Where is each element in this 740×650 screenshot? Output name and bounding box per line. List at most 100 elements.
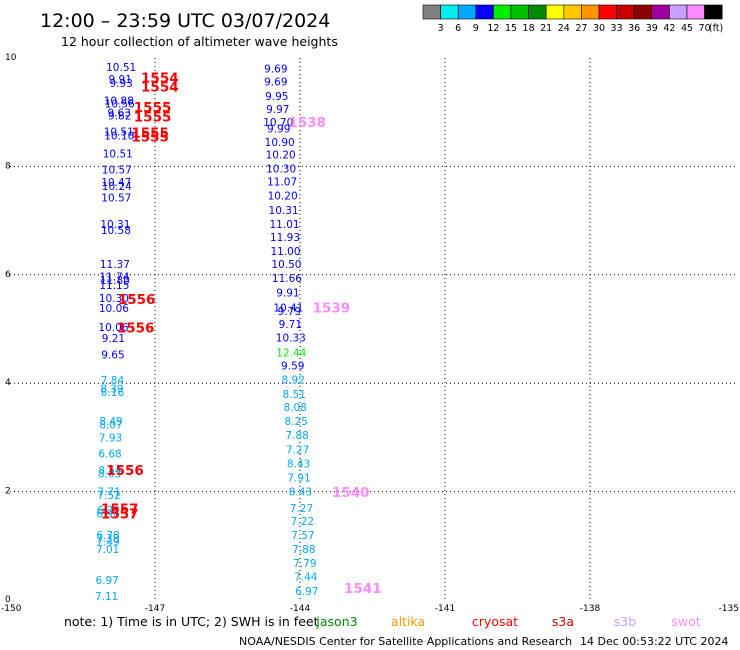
- orbit-number-label: 1555: [134, 100, 172, 116]
- y-tick-label: 6: [5, 270, 11, 280]
- swh-value-label: 7.71: [97, 487, 120, 499]
- colorbar-label: 24: [558, 23, 570, 34]
- x-tick-label: -141: [435, 604, 455, 614]
- colorbar-swatch: [669, 4, 688, 20]
- colorbar-swatch: [563, 4, 582, 20]
- orbit-number-label: 1541: [344, 581, 382, 597]
- swh-value-label: 10.47: [101, 177, 131, 189]
- satellite-legend-jason3: jason3: [315, 614, 357, 629]
- swh-value-label: 10.57: [102, 165, 132, 177]
- swh-value-label: 10.51: [106, 62, 136, 74]
- colorbar-swatch: [457, 4, 477, 20]
- swh-value-label: 10.30: [266, 164, 296, 176]
- swh-value-label: 9.79: [278, 306, 301, 318]
- swh-value-label: 10.10: [104, 131, 134, 143]
- swh-value-label: 9.97: [266, 104, 289, 116]
- swh-value-label: 11.01: [270, 219, 300, 231]
- colorbar-swatch: [598, 4, 617, 20]
- swh-value-label: 9.69: [264, 63, 287, 75]
- swh-value-label: 7.38: [96, 533, 119, 545]
- swh-value-label: 10.31: [100, 219, 130, 231]
- orbit-number-label: 1555: [131, 125, 169, 141]
- colorbar-swatch: [422, 4, 441, 20]
- chart-subtitle: 12 hour collection of altimeter wave hei…: [61, 34, 338, 49]
- swh-value-label: 10.06: [99, 303, 129, 315]
- satellite-legend: jason3 altika cryosat s3a s3b swot: [315, 614, 700, 629]
- orbit-number-label: 1554: [141, 80, 179, 96]
- swh-value-label: 10.06: [98, 322, 128, 334]
- orbit-number-label: 1554: [141, 71, 179, 87]
- x-tick-label: -135: [719, 604, 739, 614]
- colorbar-label: 36: [628, 23, 640, 34]
- swh-value-label: 6.97: [95, 575, 118, 587]
- colorbar-swatch: [633, 4, 653, 20]
- swh-value-label: 9.95: [265, 91, 288, 103]
- swh-value-label: 10.20: [266, 149, 296, 161]
- colorbar-swatch: [493, 4, 512, 20]
- satellite-legend-cryosat: cryosat: [472, 614, 518, 629]
- swh-value-label: 10.58: [101, 225, 131, 237]
- orbit-numbers: 1554155415551555155515551556155615561557…: [101, 71, 382, 598]
- swh-value-label: 9.71: [279, 319, 302, 331]
- x-tick-label: -144: [290, 604, 311, 614]
- colorbar-label: 9: [473, 23, 479, 34]
- x-tick-label: -150: [1, 604, 22, 614]
- swh-value-label: 10.24: [102, 181, 132, 193]
- swh-value-label: 10.30: [99, 293, 129, 305]
- swh-value-label: 7.44: [294, 572, 318, 584]
- colorbar-unit: (ft): [709, 23, 723, 34]
- colorbar-swatch: [651, 4, 670, 20]
- swh-value-label: 7.27: [290, 503, 313, 515]
- swh-value-label: 10.31: [269, 205, 299, 217]
- colorbar-label: 30: [593, 23, 605, 34]
- swh-value-label: 7.88: [285, 430, 308, 442]
- swh-value-label: 8.25: [284, 416, 307, 428]
- swh-value-label: 10.88: [104, 95, 134, 107]
- swh-value-label: 8.16: [101, 387, 125, 399]
- colorbar-label: 39: [646, 23, 658, 34]
- colorbar-label: 3: [438, 23, 444, 34]
- chart-title: 12:00 – 23:59 UTC 03/07/2024: [40, 10, 330, 32]
- swh-value-label: 9.63: [108, 108, 131, 120]
- swh-value-label: 9.21: [102, 333, 125, 345]
- swh-value-label: 8.03: [98, 469, 121, 481]
- colorbar-label: 18: [523, 23, 535, 34]
- swh-value-label: 9.69: [264, 76, 287, 88]
- y-tick-label: 2: [5, 487, 11, 497]
- colorbar-swatch: [616, 4, 635, 20]
- swh-value-label: 8.43: [289, 487, 312, 499]
- swh-value-label: 8.92: [282, 374, 305, 386]
- swh-value-label: 10.70: [263, 117, 293, 129]
- swh-value-label: 11.74: [99, 271, 129, 283]
- colorbar-label: 6: [455, 23, 461, 34]
- satellite-legend-swot: swot: [671, 614, 700, 629]
- x-tick-label: -138: [580, 604, 601, 614]
- swh-value-label: 7.52: [97, 490, 120, 502]
- swh-value-label: 8.07: [99, 419, 122, 431]
- footer-timestamp: 14 Dec 00:53:22 UTC 2024: [580, 635, 728, 648]
- colorbar-label: 12: [487, 23, 499, 34]
- colorbar-label: 15: [505, 23, 517, 34]
- y-tick-label: 4: [5, 378, 11, 388]
- x-tick-label: -147: [145, 604, 165, 614]
- swh-value-label: 7.79: [293, 558, 316, 570]
- swh-value-label: 11.66: [272, 273, 302, 285]
- colorbar-swatch: [440, 4, 459, 20]
- swh-value-label: 12.44: [276, 347, 306, 359]
- swh-value-label: 10.90: [265, 137, 295, 149]
- colorbar-swatch: [545, 4, 565, 20]
- colorbar-swatch: [510, 4, 529, 20]
- swh-values: 10.519.919.9310.8810.569.639.8210.5110.1…: [95, 62, 318, 603]
- swh-value-label: 8.51: [283, 389, 306, 401]
- swh-value-label: 11.15: [99, 280, 129, 292]
- colorbar-label: 70: [699, 23, 711, 34]
- swh-value-label: 10.50: [271, 259, 301, 271]
- x-axis-ticks: -150 -147 -144 -141 -138 -135: [1, 604, 739, 614]
- swh-value-label: 6.78: [96, 530, 119, 542]
- swh-value-label: 7.27: [286, 444, 309, 456]
- colorbar-label: 33: [611, 23, 623, 34]
- swh-value-label: 7.22: [291, 516, 314, 528]
- colorbar-swatch: [704, 4, 723, 20]
- swh-value-label: 7.01: [96, 544, 119, 556]
- orbit-number-label: 1555: [131, 130, 169, 146]
